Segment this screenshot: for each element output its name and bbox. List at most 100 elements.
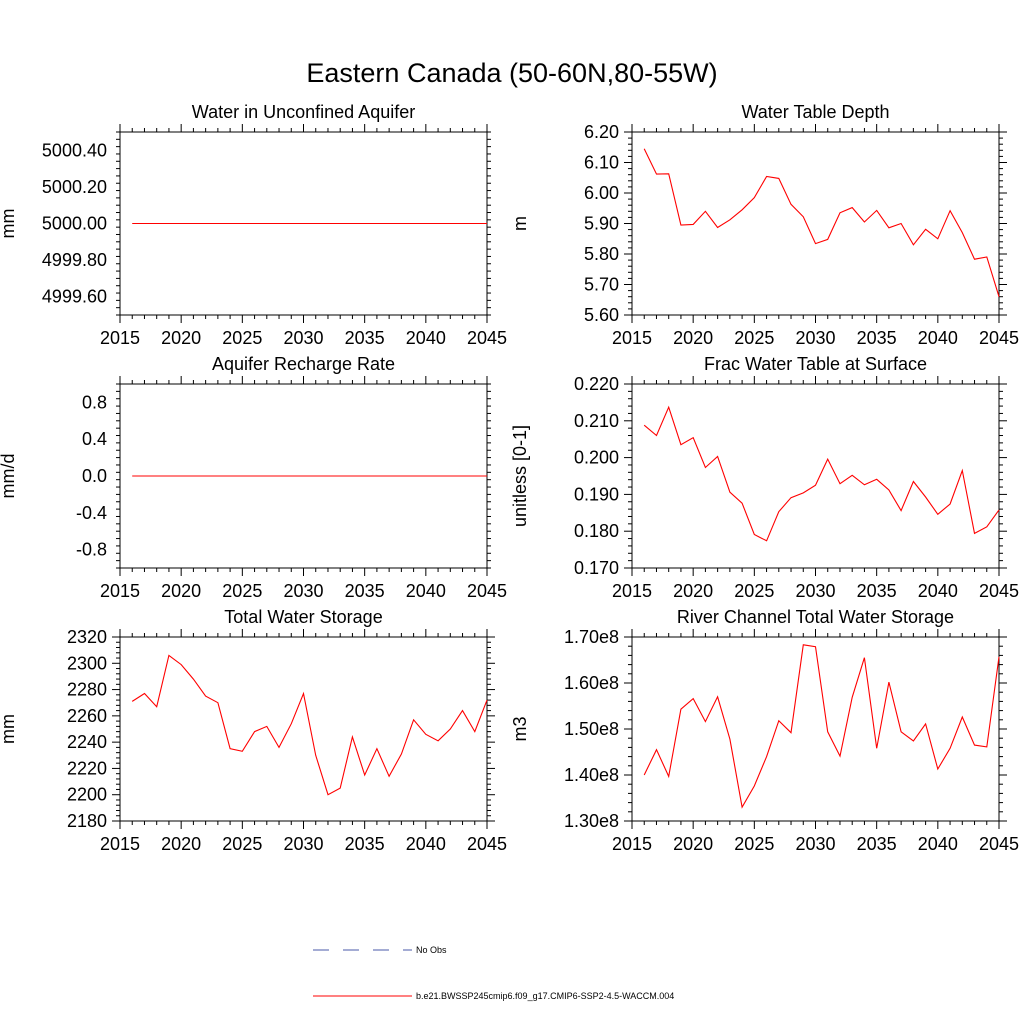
y-tick-label: 2180 <box>67 811 107 831</box>
panel-title-total-water-storage: Total Water Storage <box>224 607 382 627</box>
x-tick-label: 2035 <box>857 834 897 854</box>
y-tick-label: 0.170 <box>574 558 619 578</box>
y-axis-label-total-water-storage: mm <box>0 714 18 744</box>
series-line-river-channel-storage <box>643 644 1000 809</box>
x-tick-label: 2015 <box>612 581 652 601</box>
x-tick-label: 2045 <box>979 834 1019 854</box>
x-tick-label: 2015 <box>612 834 652 854</box>
x-tick-label: 2045 <box>467 328 507 348</box>
y-tick-label: 0.180 <box>574 521 619 541</box>
y-tick-label: -0.4 <box>76 503 107 523</box>
y-tick-label: 5.70 <box>584 275 619 295</box>
y-tick-label: 2280 <box>67 680 107 700</box>
y-tick-label: 2320 <box>67 627 107 647</box>
x-tick-label: 2045 <box>467 834 507 854</box>
legend-label-no-obs: No Obs <box>416 945 447 955</box>
y-tick-label: 1.30e8 <box>564 811 619 831</box>
x-tick-label: 2035 <box>345 834 385 854</box>
series-line-frac-water-table <box>643 405 1000 542</box>
chart-frac-water-table: Frac Water Table at Surface unitless [0-1… <box>510 354 1019 601</box>
x-tick-label: 2020 <box>673 328 713 348</box>
x-tick-label: 2040 <box>406 328 446 348</box>
x-tick-label: 2025 <box>734 581 774 601</box>
chart-recharge-rate: Aquifer Recharge Rate mm/d 2015 2020 2025 203… <box>0 354 507 601</box>
y-axis-label-frac-water-table: unitless [0-1] <box>510 425 530 527</box>
y-tick-label: 6.10 <box>584 153 619 173</box>
y-tick-label: 1.70e8 <box>564 627 619 647</box>
x-tick-label: 2015 <box>612 328 652 348</box>
series-line-water-table-depth <box>643 148 1000 297</box>
x-tick-label: 2025 <box>734 328 774 348</box>
panel-title-river-channel-storage: River Channel Total Water Storage <box>677 607 954 627</box>
x-tick-label: 2040 <box>918 581 958 601</box>
y-tick-label: 4999.80 <box>42 250 107 270</box>
y-tick-label: 5.60 <box>584 305 619 325</box>
x-tick-label: 2025 <box>734 834 774 854</box>
y-tick-label: 0.200 <box>574 448 619 468</box>
x-tick-label: 2020 <box>673 834 713 854</box>
legend: No Obs b.e21.BWSSP245cmip6.f09_g17.CMIP6… <box>313 945 674 1001</box>
chart-unconfined-aquifer: Water in Unconfined Aquifer mm 2015 2020 202… <box>0 102 507 348</box>
x-tick-label: 2040 <box>406 581 446 601</box>
x-tick-label: 2035 <box>345 581 385 601</box>
y-tick-label: 0.220 <box>574 374 619 394</box>
x-tick-label: 2020 <box>161 328 201 348</box>
y-tick-label: 2260 <box>67 706 107 726</box>
y-tick-label: 6.00 <box>584 183 619 203</box>
x-tick-label: 2045 <box>979 328 1019 348</box>
y-tick-label: 2220 <box>67 758 107 778</box>
legend-label-model-run: b.e21.BWSSP245cmip6.f09_g17.CMIP6-SSP2-4… <box>416 991 674 1001</box>
x-tick-label: 2035 <box>345 328 385 348</box>
y-tick-label: 5.80 <box>584 244 619 264</box>
y-tick-label: 2300 <box>67 653 107 673</box>
y-tick-label: 0.190 <box>574 484 619 504</box>
y-tick-label: 5000.20 <box>42 177 107 197</box>
chart-total-water-storage: Total Water Storage mm 2015 2020 2025 2030 203… <box>0 607 507 854</box>
chart-river-channel-storage: River Channel Total Water Storage m3 2015 2… <box>510 607 1019 854</box>
x-tick-label: 2025 <box>222 581 262 601</box>
panel-title-frac-water-table: Frac Water Table at Surface <box>704 354 927 374</box>
x-tick-label: 2045 <box>979 581 1019 601</box>
x-tick-label: 2045 <box>467 581 507 601</box>
x-tick-label: 2030 <box>283 581 323 601</box>
x-tick-label: 2030 <box>795 328 835 348</box>
x-tick-label: 2015 <box>100 581 140 601</box>
y-tick-label: 0.210 <box>574 411 619 431</box>
figure-title: Eastern Canada (50-60N,80-55W) <box>306 58 717 88</box>
chart-panels: Water in Unconfined Aquifer mm 2015 2020 202… <box>0 102 1019 854</box>
y-tick-label: 0.0 <box>82 466 107 486</box>
y-tick-label: 2200 <box>67 785 107 805</box>
y-tick-label: 0.4 <box>82 429 107 449</box>
panel-title-unconfined-aquifer: Water in Unconfined Aquifer <box>192 102 415 122</box>
x-tick-label: 2040 <box>918 328 958 348</box>
y-tick-label: -0.8 <box>76 540 107 560</box>
y-tick-label: 6.20 <box>584 122 619 142</box>
y-tick-label: 1.50e8 <box>564 719 619 739</box>
x-tick-label: 2015 <box>100 328 140 348</box>
y-axis-label-water-table-depth: m <box>510 216 530 231</box>
x-tick-label: 2020 <box>673 581 713 601</box>
x-tick-label: 2040 <box>918 834 958 854</box>
y-tick-label: 5000.00 <box>42 214 107 234</box>
y-tick-label: 5000.40 <box>42 140 107 160</box>
y-tick-label: 2240 <box>67 732 107 752</box>
x-tick-label: 2030 <box>795 581 835 601</box>
y-axis-label-recharge-rate: mm/d <box>0 454 18 499</box>
x-tick-label: 2030 <box>283 328 323 348</box>
panel-title-water-table-depth: Water Table Depth <box>741 102 889 122</box>
chart-water-table-depth: Water Table Depth m 2015 2020 2025 2030 2035 20… <box>510 102 1019 348</box>
series-line-total-water-storage <box>131 654 488 796</box>
x-tick-label: 2030 <box>283 834 323 854</box>
x-tick-label: 2020 <box>161 834 201 854</box>
x-tick-label: 2020 <box>161 581 201 601</box>
y-tick-label: 1.60e8 <box>564 673 619 693</box>
panel-title-recharge-rate: Aquifer Recharge Rate <box>212 354 395 374</box>
x-tick-label: 2035 <box>857 328 897 348</box>
x-tick-label: 2030 <box>795 834 835 854</box>
x-tick-label: 2025 <box>222 328 262 348</box>
x-tick-label: 2025 <box>222 834 262 854</box>
y-tick-label: 1.40e8 <box>564 765 619 785</box>
y-tick-label: 5.90 <box>584 214 619 234</box>
